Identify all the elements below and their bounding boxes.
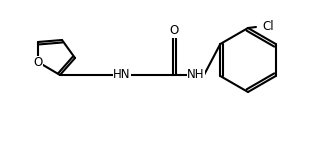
Text: NH: NH [187, 69, 205, 81]
Text: HN: HN [113, 69, 131, 81]
Text: O: O [169, 24, 179, 38]
Text: O: O [33, 57, 43, 69]
Text: Cl: Cl [262, 20, 274, 33]
